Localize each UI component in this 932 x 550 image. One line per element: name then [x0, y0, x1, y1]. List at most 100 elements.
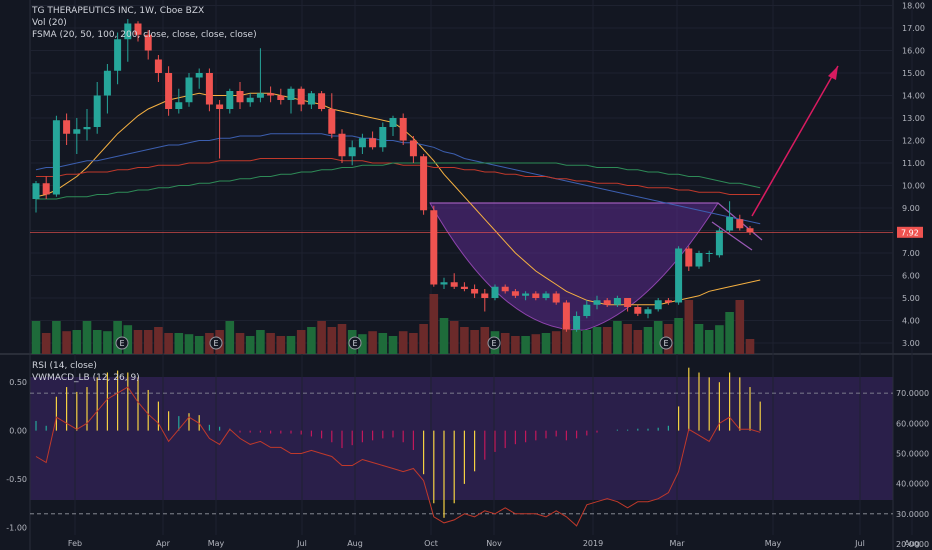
macd-histogram: [35, 367, 761, 518]
rsi-axis-label: 20.0000: [896, 540, 929, 549]
candle-body: [205, 73, 213, 105]
volume-bar: [653, 321, 663, 354]
candle-body: [440, 282, 448, 285]
volume-bar: [592, 327, 602, 354]
rsi-legend[interactable]: RSI (14, close): [32, 361, 97, 371]
time-axis-label: Nov: [486, 539, 502, 548]
symbol-title[interactable]: TG THERAPEUTICS INC, 1W, Cboe BZX: [32, 6, 205, 16]
candle-body: [93, 95, 101, 127]
candle-body: [328, 109, 336, 134]
volume-bar: [154, 327, 163, 354]
volume-bar: [429, 294, 439, 354]
volume-bar: [194, 336, 204, 354]
candle-body: [532, 293, 540, 298]
candle-body: [522, 293, 530, 296]
handle-lower-line[interactable]: [711, 221, 753, 251]
candle-body: [246, 97, 254, 103]
candle-body: [430, 210, 438, 285]
volume-bar: [164, 333, 173, 354]
volume-bar: [531, 334, 541, 354]
candle-body: [307, 93, 315, 105]
candle-body: [83, 127, 91, 130]
volume-bar: [235, 333, 245, 354]
price-axis-label: 5.00: [902, 294, 920, 303]
candle-body: [654, 300, 662, 310]
target-arrow[interactable]: [751, 65, 839, 217]
volume-legend[interactable]: Vol (20): [32, 18, 67, 28]
target-arrow-head: [828, 66, 838, 80]
volume-bar: [500, 333, 510, 354]
price-axis-label: 9.00: [902, 204, 920, 213]
volume-bar: [511, 336, 520, 354]
volume-bar: [174, 333, 184, 354]
candle-body: [63, 120, 71, 134]
candle-body: [165, 73, 173, 109]
macd-axis-label: 0.00: [9, 427, 27, 436]
candle-body: [256, 93, 264, 98]
candle-body: [277, 95, 285, 100]
sma-legend[interactable]: FSMA (20, 50, 100, 200, close, close, cl…: [32, 30, 257, 40]
candle-body: [287, 88, 295, 100]
candle-body: [399, 118, 407, 141]
volume-bar: [460, 327, 469, 354]
candle-body: [460, 286, 468, 289]
time-axis-label: May: [208, 539, 225, 548]
candle-body: [644, 309, 652, 314]
volume-bar: [317, 321, 326, 354]
candle-body: [318, 93, 326, 109]
volume-bar: [439, 318, 449, 354]
volume-bar: [572, 330, 581, 354]
candle-body: [542, 293, 550, 298]
price-axis-label: 6.00: [902, 272, 920, 281]
volume-bar: [256, 330, 265, 354]
rsi-axis-labels: 70.0000 60.0000 50.0000 40.0000 30.0000 20.00…: [896, 389, 929, 549]
candle-body: [297, 88, 305, 105]
volume-bar: [449, 321, 459, 354]
macd-axis-label: -0.50: [6, 475, 27, 484]
earnings-marker-label: E: [491, 339, 496, 348]
volume-bar: [276, 336, 286, 354]
macd-axis-labels: 0.50 0.00 -0.50 -1.00: [6, 378, 27, 532]
earnings-marker: [659, 336, 673, 350]
candle-body: [379, 127, 387, 148]
time-axis-label: Apr: [156, 539, 171, 548]
volume-bar: [184, 334, 194, 354]
time-axis-label: Aug: [347, 539, 363, 548]
candle-body: [73, 129, 81, 134]
volume-bar: [133, 330, 143, 354]
volume-bar: [419, 324, 428, 354]
candle-body: [216, 104, 224, 109]
volume-bar: [480, 327, 490, 354]
macd-legend[interactable]: VWMACD_LB (12, 26, 9): [32, 373, 140, 383]
time-axis-label: May: [765, 539, 782, 548]
volume-bar: [521, 336, 530, 354]
candle-body: [420, 156, 428, 211]
time-axis-label: Feb: [68, 539, 82, 548]
volume-bar: [337, 324, 347, 354]
candle-body: [603, 300, 611, 305]
volume-bar: [409, 333, 418, 354]
candle-body: [134, 23, 142, 35]
candle-body: [491, 286, 499, 298]
volume-bar: [388, 336, 398, 354]
time-axis-label: Jul: [296, 539, 307, 548]
volume-bar: [225, 321, 235, 354]
candle-body: [389, 118, 397, 127]
sma100-line: [36, 158, 761, 195]
volume-bar: [551, 331, 561, 354]
volume-bar: [378, 333, 388, 354]
volume-bar: [41, 333, 51, 354]
rsi-line: [35, 386, 761, 527]
volume-bar: [745, 339, 755, 354]
price-axis-label: 15.00: [902, 69, 925, 78]
candle-body: [52, 120, 60, 195]
volume-bar: [143, 330, 153, 354]
earnings-marker-label: E: [352, 339, 357, 348]
volume-bar: [286, 336, 296, 354]
candle-body: [552, 293, 560, 303]
volume-bar: [684, 300, 694, 354]
time-axis-label: Mar: [669, 539, 685, 548]
last-price-badge: [897, 226, 923, 238]
volume-bar: [123, 325, 133, 354]
